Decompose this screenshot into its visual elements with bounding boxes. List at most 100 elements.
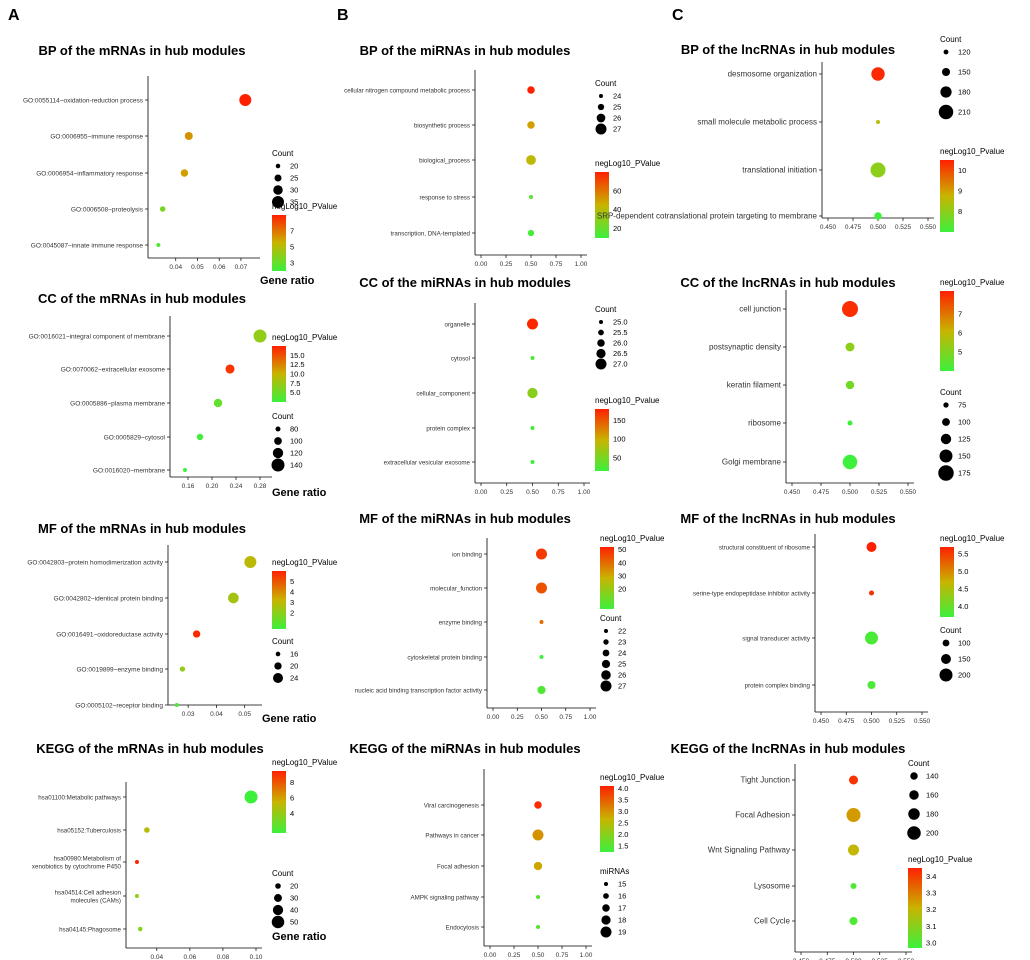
colorbar-tick-label: 6 xyxy=(290,794,294,803)
legend-size-label: 200 xyxy=(958,671,971,680)
color-legend: negLog10_Pvalue 150 100 50 xyxy=(595,396,660,471)
colorbar-tick-label: 5.0 xyxy=(290,388,300,397)
legend-size-swatch xyxy=(910,772,918,780)
legend-size-swatch xyxy=(272,447,284,459)
data-point xyxy=(846,808,861,822)
data-point xyxy=(530,356,535,360)
colorbar-tick-label: 7 xyxy=(958,309,962,318)
legend-size-label: 22 xyxy=(618,627,626,636)
data-point xyxy=(865,631,878,645)
x-tick-label: 0.450 xyxy=(793,958,810,960)
size-legend: Count 16 20 24 xyxy=(272,637,298,683)
legend-title: Count xyxy=(272,637,294,646)
category-label: organelle xyxy=(445,322,471,329)
legend-size-swatch xyxy=(275,426,281,432)
colorbar-tick-label: 5.0 xyxy=(958,567,968,576)
category-label: Pathways in cancer xyxy=(425,833,479,840)
color-legend: negLog10_PValue 60 40 20 xyxy=(595,159,661,238)
legend-size-swatch xyxy=(599,320,603,324)
category-label: GO:0042802~identical protein binding xyxy=(54,596,164,603)
category-label: keratin filament xyxy=(727,381,782,390)
colorbar-tick-label: 8 xyxy=(958,207,962,216)
legend-size-label: 180 xyxy=(958,88,971,97)
chart-c4: KEGG of the lncRNAs in hub modules 0.450 0… xyxy=(671,741,973,960)
x-tick-label: 0.50 xyxy=(525,261,538,268)
category-label: hsa04145:Phagosome xyxy=(59,927,121,934)
colorbar xyxy=(272,571,286,629)
colorbar-tick-label: 40 xyxy=(618,558,626,567)
legend-size-label: 125 xyxy=(958,435,971,444)
legend-size-label: 50 xyxy=(290,918,298,927)
legend-size-label: 210 xyxy=(958,108,971,117)
legend-size-swatch xyxy=(600,926,612,938)
x-tick-label: 0.550 xyxy=(914,718,931,725)
legend-title: miRNAs xyxy=(600,867,629,876)
chart-a4: KEGG of the mRNAs in hub modules 0.04 0.06… xyxy=(32,741,338,960)
colorbar-tick-label: 3.0 xyxy=(618,807,628,816)
legend-title: negLog10_PValue xyxy=(272,333,338,342)
category-label: ion binding xyxy=(452,552,482,559)
data-point xyxy=(874,212,882,220)
data-point xyxy=(196,433,204,441)
colorbar-tick-label: 20 xyxy=(618,585,626,594)
color-legend: negLog10_Pvalue 50 40 30 20 xyxy=(600,534,665,609)
data-point xyxy=(845,380,855,390)
chart-title: KEGG of the lncRNAs in hub modules xyxy=(671,741,906,756)
color-legend: negLog10_PValue 7 5 3 xyxy=(272,202,338,271)
category-label: Lysosome xyxy=(754,882,791,891)
legend-size-swatch xyxy=(272,196,284,208)
category-label: SRP-dependent cotranslational protein ta… xyxy=(597,212,818,221)
color-legend: negLog10_PValue 8 6 4 xyxy=(272,758,338,833)
legend-title: negLog10_Pvalue xyxy=(940,278,1005,287)
x-tick-label: 0.05 xyxy=(191,264,204,271)
legend-size-swatch xyxy=(275,163,281,169)
x-tick-label: 0.04 xyxy=(169,264,182,271)
data-point xyxy=(849,917,858,925)
x-tick-label: 0.525 xyxy=(889,718,906,725)
legend-size-swatch xyxy=(601,915,611,925)
category-label: Focal Adhesion xyxy=(735,811,790,820)
category-label: small molecule metabolic process xyxy=(697,118,817,127)
x-tick-label: 0.10 xyxy=(250,954,263,960)
chart-a1: BP of the mRNAs in hub modules 0.04 0.05 0.… xyxy=(23,43,338,287)
legend-title: Count xyxy=(940,626,962,635)
colorbar-tick-label: 30 xyxy=(618,572,626,581)
data-point xyxy=(847,420,853,426)
x-tick-label: 0.550 xyxy=(920,224,937,231)
x-tick-label: 0.28 xyxy=(254,483,267,490)
chart-a3: MF of the mRNAs in hub modules 0.03 0.04 0.… xyxy=(27,521,337,725)
category-label: GO:0042803~protein homodimerization acti… xyxy=(27,560,163,567)
legend-title: Count xyxy=(940,388,962,397)
legend-size-swatch xyxy=(274,662,282,670)
legend-size-label: 16 xyxy=(618,892,626,901)
data-point xyxy=(850,883,857,889)
chart-b2: CC of the miRNAs in hub modules 0.00 0.25 0… xyxy=(359,275,660,496)
legend-title: Count xyxy=(272,412,294,421)
data-point xyxy=(849,775,858,785)
colorbar-tick-label: 4 xyxy=(290,588,294,597)
colorbar-tick-label: 3.3 xyxy=(926,889,936,898)
category-label: extracellular vesicular exosome xyxy=(384,460,471,467)
colorbar-tick-label: 3.4 xyxy=(926,872,936,881)
legend-size-label: 27 xyxy=(613,125,621,134)
x-tick-label: 0.500 xyxy=(842,489,859,496)
x-tick-label: 0.500 xyxy=(870,224,887,231)
size-legend: miRNAs 15 16 17 18 19 xyxy=(600,867,629,938)
legend-size-label: 100 xyxy=(958,639,971,648)
legend-size-swatch xyxy=(602,904,610,912)
category-label: response to stress xyxy=(419,195,470,202)
legend-size-swatch xyxy=(601,670,611,680)
category-label: hsa01100:Metabolic pathways xyxy=(38,795,121,802)
chart-title: CC of the miRNAs in hub modules xyxy=(359,275,571,290)
colorbar xyxy=(940,160,954,232)
x-tick-label: 0.16 xyxy=(182,483,195,490)
colorbar-tick-label: 4.0 xyxy=(618,784,628,793)
colorbar-tick-label: 50 xyxy=(618,545,626,554)
colorbar-tick-label: 5.5 xyxy=(958,550,968,559)
legend-size-swatch xyxy=(271,915,285,929)
data-point xyxy=(539,620,544,624)
legend-size-swatch xyxy=(943,402,949,408)
data-point xyxy=(253,329,267,343)
legend-size-label: 200 xyxy=(926,829,939,838)
data-point xyxy=(184,132,193,140)
